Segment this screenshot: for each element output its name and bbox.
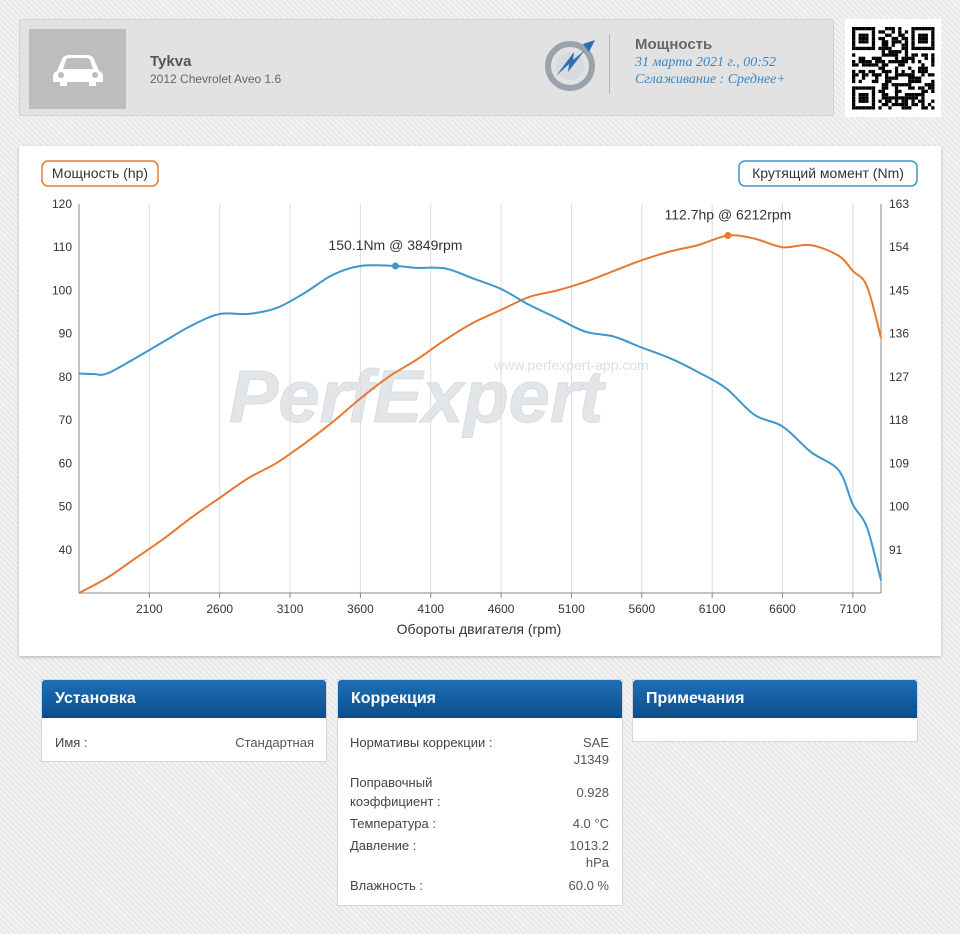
- x-tick-label-6600: 6600: [769, 602, 796, 616]
- correction-pressure-value-1: 1013.2: [569, 838, 609, 853]
- y-left-tick-label-80: 80: [59, 370, 73, 384]
- notes-panel: Примечания: [632, 679, 918, 742]
- correction-factor-label-2: коэффициент :: [350, 794, 441, 809]
- setup-name-label: Имя :: [55, 735, 88, 750]
- qr-code-icon: [845, 19, 941, 117]
- x-tick-label-7100: 7100: [840, 602, 867, 616]
- y-left-tick-label-40: 40: [59, 543, 73, 557]
- mode-smoothing: Сглаживание : Среднее+: [635, 72, 786, 87]
- car-icon: [53, 55, 103, 86]
- correction-pressure-value-2: hPa: [585, 855, 609, 870]
- annotations: 150.1Nm @ 3849rpm 112.7hp @ 6212rpm: [328, 207, 791, 270]
- y-left-tick-label-120: 120: [52, 197, 72, 211]
- right-axis-label: Крутящий момент (Nm): [752, 165, 904, 181]
- annotation-point-0: [391, 262, 399, 270]
- setup-panel-title: Установка: [42, 680, 326, 718]
- y-right-tick-label-136: 136: [889, 327, 909, 341]
- y-right-tick-label-127: 127: [889, 370, 909, 384]
- mode-date: 31 марта 2021 г., 00:52: [635, 55, 776, 70]
- right-axis-label-box: [738, 160, 918, 187]
- watermark: PerfExpert www.perfexpert-app.com: [229, 355, 649, 439]
- axes: 2100 2600 3100 3600 4100 4600 5100 5600 6100 6600…: [52, 197, 909, 616]
- correction-temp-label: Температура :: [350, 816, 436, 831]
- mode-title: Мощность: [635, 36, 713, 53]
- x-axis-label: Обороты двигателя (rpm): [397, 621, 562, 637]
- correction-standard-value-1: SAE: [582, 735, 609, 750]
- power-torque-chart: PerfExpert www.perfexpert-app.com 2100 26…: [41, 160, 918, 637]
- annotation-label-0: 150.1Nm @ 3849rpm: [328, 237, 462, 253]
- watermark-url: www.perfexpert-app.com: [493, 357, 649, 373]
- correction-humidity-value: 60.0 %: [568, 878, 609, 893]
- left-axis-label-box: [41, 160, 159, 187]
- correction-panel: Коррекция Нормативы коррекции : SAE J134…: [337, 679, 623, 906]
- watermark-text: PerfExpert: [229, 355, 607, 438]
- chart-panel: PerfExpert www.perfexpert-app.com 2100 26…: [19, 146, 941, 656]
- notes-panel-title: Примечания: [633, 680, 917, 718]
- left-axis-label: Мощность (hp): [52, 165, 148, 181]
- y-left-tick-label-60: 60: [59, 456, 73, 470]
- y-right-tick-label-145: 145: [889, 283, 909, 297]
- correction-standard-label: Нормативы коррекции :: [350, 735, 493, 750]
- correction-factor-label-1: Поправочный: [350, 775, 433, 790]
- setup-name-value: Стандартная: [235, 735, 314, 750]
- y-left-tick-label-110: 110: [53, 240, 72, 254]
- correction-humidity-label: Влажность :: [350, 878, 424, 893]
- y-left-tick-label-100: 100: [52, 283, 72, 297]
- car-name: Tykva: [150, 53, 192, 70]
- x-tick-label-4600: 4600: [488, 602, 515, 616]
- x-tick-label-3600: 3600: [347, 602, 374, 616]
- correction-factor-value: 0.928: [576, 785, 609, 800]
- perfexpert-logo-icon: [543, 38, 599, 97]
- torque-series-line: [78, 264, 882, 581]
- correction-temp-value: 4.0 °C: [572, 816, 609, 831]
- annotation-label-1: 112.7hp @ 6212rpm: [665, 207, 792, 223]
- x-tick-label-4100: 4100: [417, 602, 444, 616]
- power-series-line: [78, 234, 882, 594]
- y-right-tick-label-118: 118: [889, 413, 908, 427]
- y-left-tick-label-90: 90: [59, 327, 73, 341]
- x-tick-label-6100: 6100: [699, 602, 726, 616]
- header-bar: Tykva 2012 Chevrolet Aveo 1.6 Мощность 3…: [19, 19, 834, 116]
- series: [78, 234, 882, 594]
- correction-standard-value-2: J1349: [573, 752, 609, 767]
- correction-panel-title: Коррекция: [338, 680, 622, 718]
- x-tick-label-5100: 5100: [558, 602, 585, 616]
- y-right-tick-label-109: 109: [889, 456, 909, 470]
- setup-panel: Установка Имя : Стандартная: [41, 679, 327, 762]
- y-right-tick-label-100: 100: [889, 500, 909, 514]
- annotation-point-1: [724, 232, 732, 240]
- x-tick-label-3100: 3100: [277, 602, 304, 616]
- y-right-tick-label-91: 91: [889, 543, 903, 557]
- car-model: 2012 Chevrolet Aveo 1.6: [150, 72, 282, 86]
- x-tick-label-2600: 2600: [206, 602, 233, 616]
- y-right-tick-label-163: 163: [889, 197, 909, 211]
- x-tick-label-2100: 2100: [136, 602, 163, 616]
- correction-pressure-label: Давление :: [350, 838, 417, 853]
- y-left-tick-label-70: 70: [59, 413, 73, 427]
- x-tick-label-5600: 5600: [628, 602, 655, 616]
- y-left-tick-label-50: 50: [59, 500, 73, 514]
- logo-divider: [609, 34, 610, 94]
- y-right-tick-label-154: 154: [889, 240, 909, 254]
- car-thumbnail: [29, 29, 126, 109]
